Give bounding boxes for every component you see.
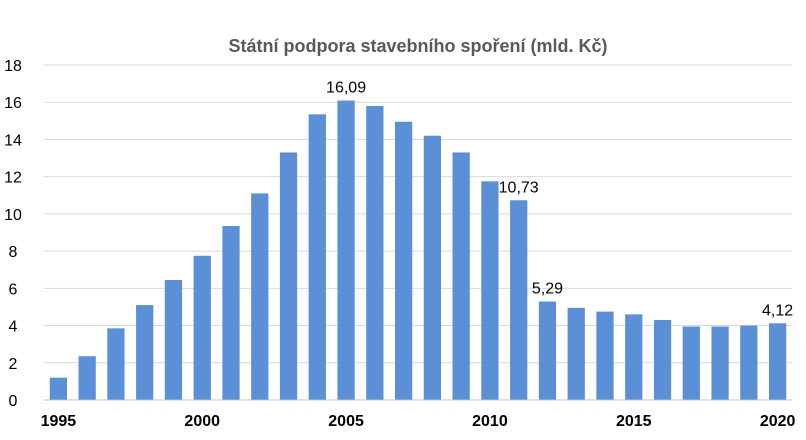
bar-2008 bbox=[423, 135, 442, 400]
x-tick-label: 2000 bbox=[184, 413, 220, 430]
bar-2020 bbox=[768, 323, 787, 400]
bar-2009 bbox=[452, 152, 470, 400]
bar-2003 bbox=[279, 152, 298, 400]
x-tick-label: 2015 bbox=[616, 413, 652, 430]
bar-2004 bbox=[308, 114, 326, 400]
bar-2000 bbox=[193, 255, 211, 400]
gridlines bbox=[44, 64, 792, 364]
y-tick-label: 12 bbox=[4, 170, 22, 187]
x-tick-label: 2020 bbox=[760, 413, 796, 430]
x-tick-label: 2005 bbox=[328, 413, 364, 430]
y-tick-label: 14 bbox=[4, 132, 22, 149]
bar-1999 bbox=[164, 279, 183, 400]
bar-1995 bbox=[49, 377, 68, 400]
bar-2002 bbox=[251, 193, 269, 400]
data-label: 10,73 bbox=[499, 179, 539, 196]
data-label: 4,12 bbox=[762, 302, 793, 319]
y-tick-label: 16 bbox=[4, 95, 22, 112]
bars bbox=[49, 100, 787, 400]
y-tick-label: 2 bbox=[9, 356, 18, 373]
bar-2011 bbox=[510, 200, 528, 400]
x-axis-ticks: 1995 2000 2005 2010 2015 2020 bbox=[41, 413, 796, 430]
data-label: 16,09 bbox=[326, 80, 366, 97]
x-tick-label: 2010 bbox=[472, 413, 508, 430]
bar-2006 bbox=[366, 105, 384, 400]
bar-2018 bbox=[711, 326, 729, 400]
chart-title: Státní podpora stavebního spoření (mld. … bbox=[228, 36, 607, 56]
y-tick-label: 0 bbox=[9, 393, 18, 410]
bar-2005 bbox=[337, 100, 355, 400]
bar-2015 bbox=[625, 314, 643, 400]
bar-2013 bbox=[567, 307, 585, 400]
y-axis-ticks: 0 2 4 6 8 10 12 14 16 18 bbox=[4, 58, 22, 410]
bar-2014 bbox=[596, 311, 614, 400]
data-label: 5,29 bbox=[532, 281, 563, 298]
bar-1997 bbox=[107, 328, 125, 400]
x-tick-label: 1995 bbox=[41, 413, 77, 430]
bar-2010 bbox=[481, 181, 499, 400]
bar-2016 bbox=[653, 319, 672, 400]
bar-2001 bbox=[222, 225, 240, 400]
bar-2017 bbox=[682, 326, 700, 400]
y-tick-label: 4 bbox=[9, 319, 18, 336]
bar-2007 bbox=[394, 121, 413, 400]
y-tick-label: 10 bbox=[4, 207, 22, 224]
bar-1998 bbox=[136, 305, 154, 400]
bar-1996 bbox=[78, 356, 96, 400]
data-labels: 16,09 10,73 5,29 4,12 bbox=[326, 80, 793, 320]
y-tick-label: 18 bbox=[4, 58, 22, 75]
y-tick-label: 6 bbox=[9, 281, 18, 298]
y-tick-label: 8 bbox=[9, 244, 18, 261]
bar-2012 bbox=[538, 301, 557, 400]
bar-2019 bbox=[740, 325, 758, 400]
